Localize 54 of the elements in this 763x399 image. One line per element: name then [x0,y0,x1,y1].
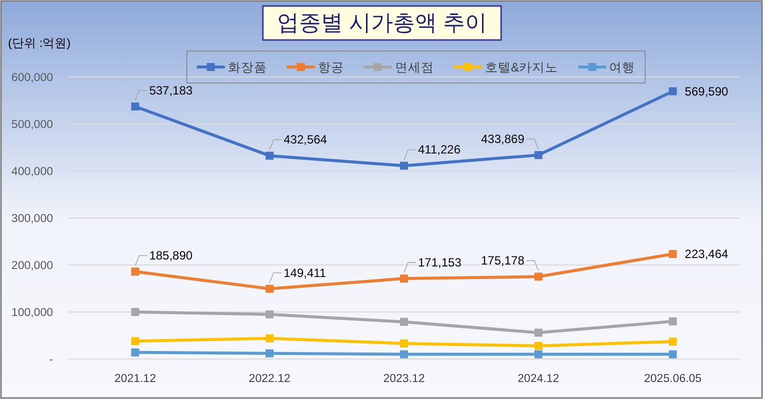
point [668,338,677,346]
data-label: 569,590 [684,84,729,98]
chart-title: 업종별 시가총액 추이 [276,10,488,35]
legend-label: 항공 [318,60,344,74]
point [266,349,274,358]
legend-label: 면세점 [394,60,434,74]
x-tick-label: 2025.06.05 [644,373,702,385]
data-label: 171,153 [418,256,462,270]
point [131,102,140,111]
x-tick-label: 2021.12 [114,373,156,385]
x-tick-label: 2024.12 [518,373,560,385]
point [266,152,274,160]
point [400,162,408,170]
y-tick-label: 300,000 [11,213,53,225]
point [400,318,408,326]
point [534,272,542,281]
y-tick-label: - [49,354,54,366]
y-tick-label: 500,000 [11,119,53,131]
point [131,337,140,346]
data-label: 411,226 [418,142,461,157]
point [266,334,274,342]
point [266,284,274,293]
point [131,268,140,276]
y-tick-label: 400,000 [11,166,53,178]
data-label: 175,178 [481,254,525,268]
data-label: 185,890 [149,248,193,263]
point [534,151,542,160]
legend-label: 호텔&카지노 [484,60,558,74]
point [400,339,408,348]
data-label: 537,183 [149,84,193,98]
legend-label: 화장품 [228,60,267,74]
point [668,350,677,358]
x-tick-label: 2023.12 [383,373,425,385]
x-tick-label: 2022.12 [248,373,290,385]
point [534,350,542,358]
point [131,308,140,316]
point [266,310,274,318]
point [668,250,677,258]
data-label: 223,464 [684,246,729,261]
point [400,350,408,358]
y-tick-label: 100,000 [11,307,53,319]
y-tick-label: 600,000 [11,72,53,84]
point [668,87,677,96]
point [534,328,542,337]
legend-label: 여행 [609,60,636,74]
data-label: 433,869 [481,132,525,146]
point [534,342,542,350]
data-label: 149,411 [284,266,326,280]
point [668,317,677,326]
data-label: 432,564 [284,132,328,147]
point [400,274,408,283]
y-tick-label: 200,000 [11,260,53,272]
y-axis-title: (단위 :억원) [8,36,71,50]
point [131,348,140,356]
